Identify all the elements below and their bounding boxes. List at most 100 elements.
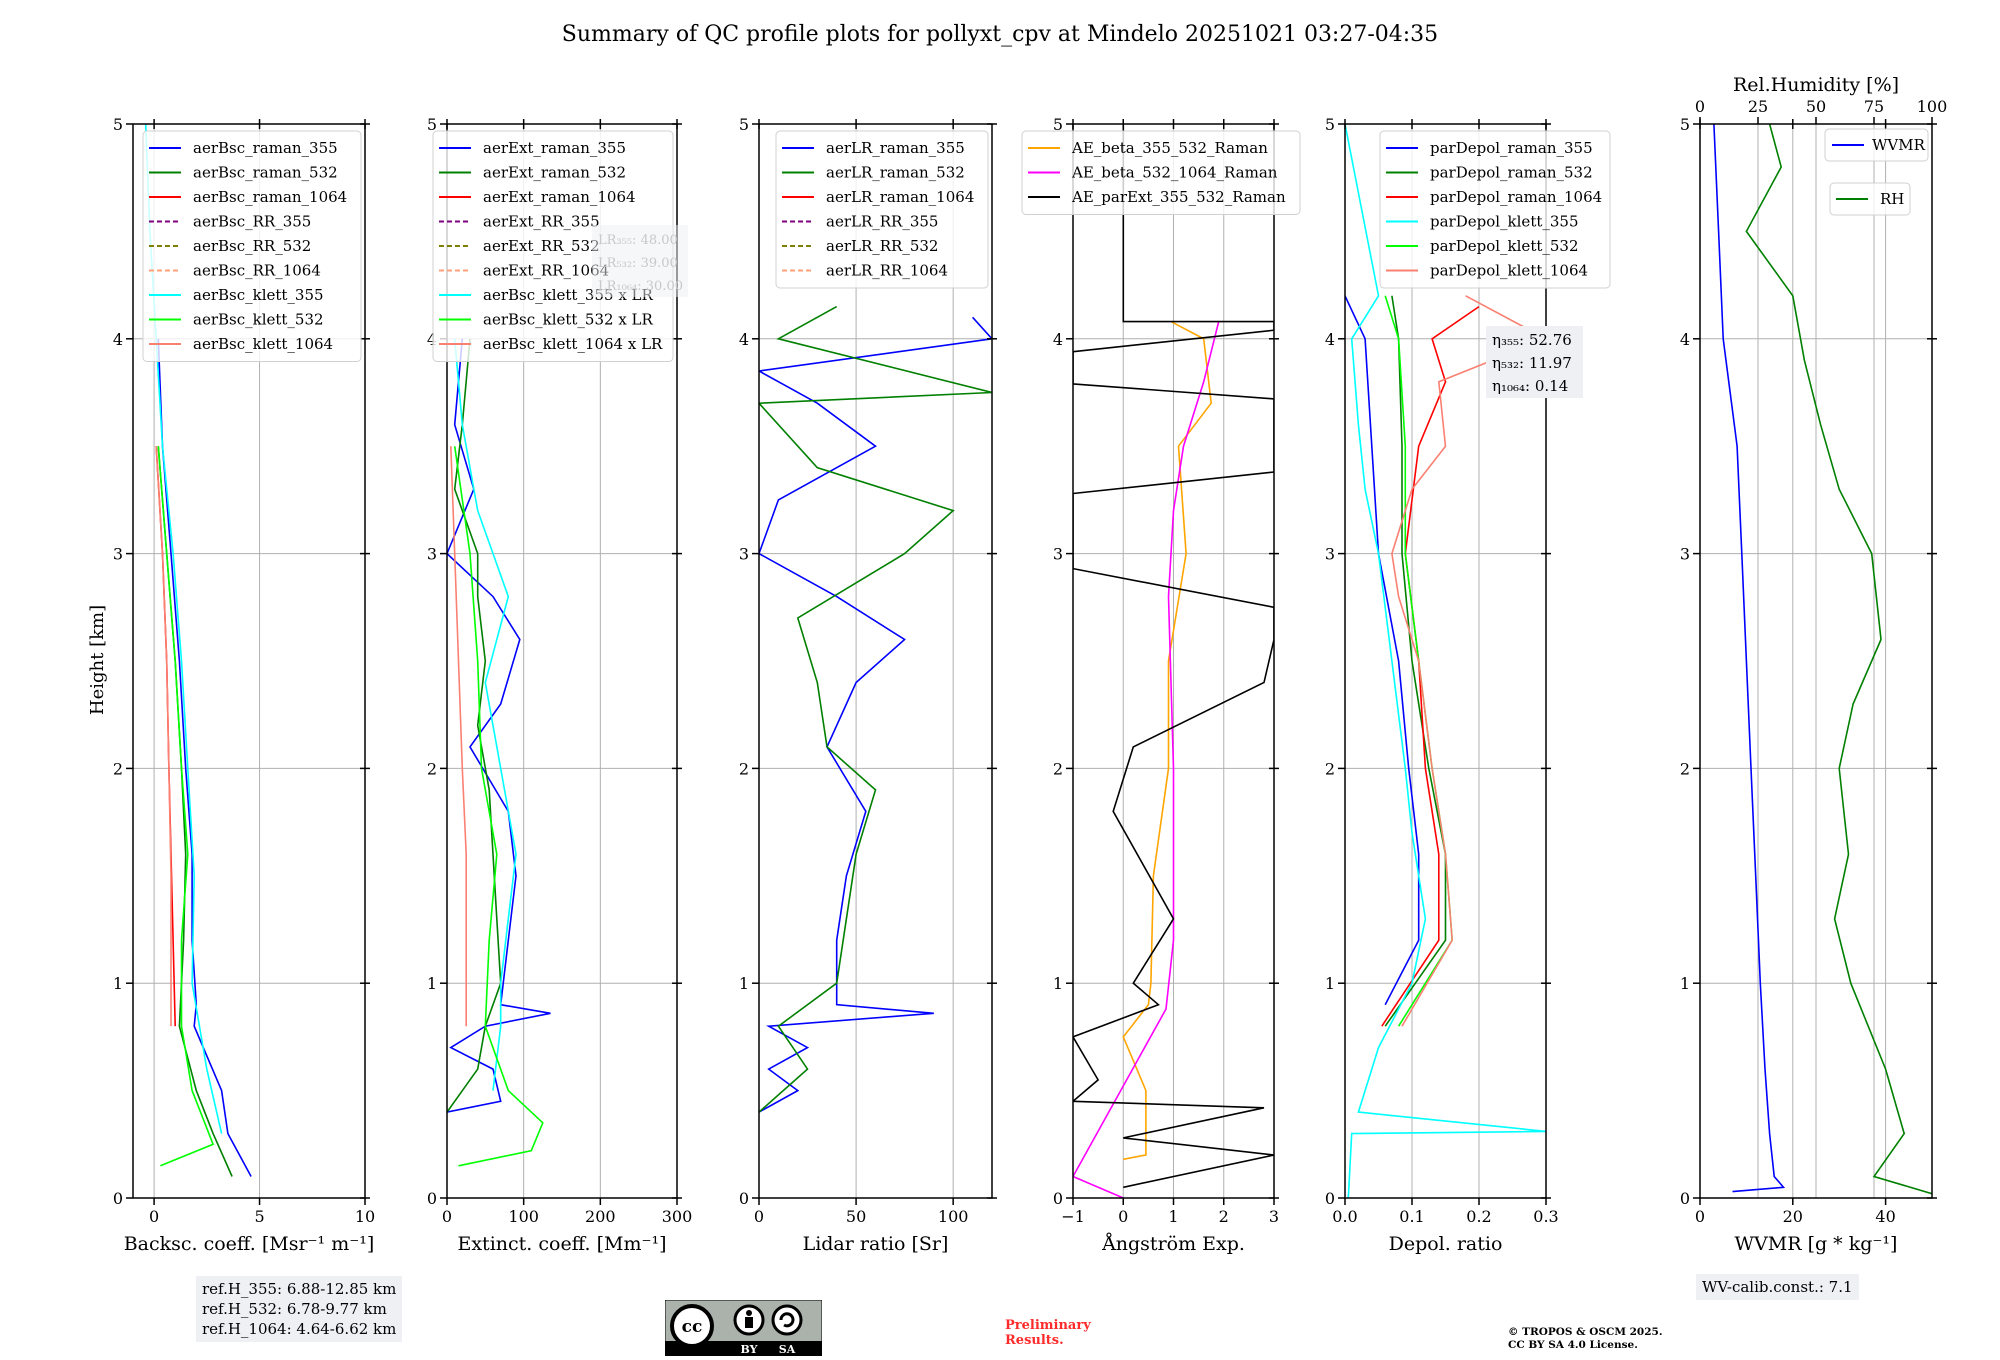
y-tick-label: 4: [1325, 330, 1335, 349]
x-tick-label: 0.3: [1533, 1207, 1558, 1226]
annotation-line: LR₅₃₂: 39.00: [598, 256, 678, 271]
y-tick-label: 1: [1053, 974, 1063, 993]
y-tick-label: 0: [113, 1189, 123, 1208]
annotation-line: η₃₅₅: 52.76: [1492, 331, 1572, 349]
x-axis-label: Depol. ratio: [1389, 1233, 1503, 1255]
x2-tick-label: 75: [1864, 97, 1884, 116]
figure-title: Summary of QC profile plots for pollyxt_…: [561, 22, 1439, 47]
y-tick-label: 5: [1325, 115, 1335, 134]
axes-frame: [1344, 123, 1547, 1199]
series-line-aerbsc-klett-532: [157, 446, 215, 1167]
x-tick-label: 50: [846, 1207, 866, 1226]
legend-label: aerLR_raman_355: [826, 139, 965, 157]
series-group: [1345, 124, 1546, 1198]
y-tick-label: 0: [1325, 1189, 1335, 1208]
x-axis-label: Ångström Exp.: [1101, 1233, 1245, 1255]
sa-icon: [771, 1304, 803, 1336]
x-tick-label: 0: [442, 1207, 452, 1226]
legend-label: aerExt_raman_1064: [483, 188, 636, 206]
annotation-line: LR₃₅₅: 48.00: [598, 233, 678, 248]
y-tick-label: 4: [113, 330, 123, 349]
copyright-line-1: © TROPOS & OSCM 2025.: [1508, 1326, 1663, 1338]
legend-label: aerBsc_raman_532: [193, 164, 338, 182]
y-tick-label: 2: [1053, 759, 1063, 778]
depol-calib-annotation: η₃₅₅: 52.76 η₅₃₂: 11.97 η₁₀₆₄: 0.14: [1486, 326, 1583, 398]
legend: parDepol_raman_355 parDepol_raman_532 parD…: [1379, 130, 1611, 289]
x-tick-label: 100: [938, 1207, 969, 1226]
x2-tick-label: 25: [1748, 97, 1768, 116]
y-tick-label: 2: [739, 759, 749, 778]
legend-box: [1829, 182, 1911, 216]
legend: AE_beta_355_532_Raman AE_beta_532_1064_Ra…: [1021, 130, 1301, 215]
legend-label: AE_beta_532_1064_Raman: [1071, 164, 1278, 182]
legend-box: [1824, 128, 1929, 162]
legend-label: aerExt_RR_1064: [483, 262, 609, 280]
svg-text:cc: cc: [682, 1317, 703, 1337]
preliminary-line-1: Preliminary: [1005, 1318, 1091, 1333]
y-axis-label: Height [km]: [87, 605, 108, 715]
svg-text:BY: BY: [741, 1343, 758, 1356]
y-tick-label: 3: [1680, 545, 1690, 564]
y-tick-label: 0: [427, 1189, 437, 1208]
x-tick-label: 20: [1783, 1207, 1803, 1226]
legend-label: aerBsc_raman_1064: [193, 188, 347, 206]
legend-rh: RH: [1829, 182, 1911, 216]
x-tick-label: 2: [1219, 1207, 1229, 1226]
x-tick-label: 0.2: [1466, 1207, 1491, 1226]
legend-label: AE_parExt_355_532_Raman: [1071, 188, 1286, 206]
legend-box: [1379, 130, 1611, 289]
ref-height-532: ref.H_532: 6.78-9.77 km: [202, 1300, 387, 1318]
y-tick-label: 4: [739, 330, 749, 349]
x-tick-label: 100: [508, 1207, 539, 1226]
x-tick-label: 300: [662, 1207, 693, 1226]
series-line-aerbsc-klett-1064-x-lr: [450, 446, 468, 1027]
legend-label: aerBsc_klett_532: [193, 311, 324, 329]
series-line-aerlr-raman-355: [759, 316, 992, 1113]
legend-label: aerExt_raman_355: [483, 139, 626, 157]
legend-label: parDepol_raman_1064: [1430, 188, 1602, 206]
legend: aerLR_raman_355 aerLR_raman_532 aerLR_rama…: [775, 130, 989, 289]
series-line-ae-beta-355-532-raman: [1122, 320, 1213, 1161]
copyright-note: © TROPOS & OSCM 2025. CC BY SA 4.0 Licen…: [1508, 1326, 1663, 1352]
cc-by-sa-badge[interactable]: cc BY SA: [665, 1300, 822, 1356]
panel-backscatter: 0 5 10 0 1 2 3 4 5 Backsc. coeff. [Msr⁻¹ m⁻¹] aerB…: [113, 115, 375, 1255]
y-tick-label: 4: [1680, 330, 1690, 349]
y-tick-label: 0: [739, 1189, 749, 1208]
panel-extinction: 0 100 200 300 0 1 2 3 4 5 Extinct. coeff. [Mm⁻¹] ae…: [427, 115, 692, 1255]
legend-label: aerLR_RR_532: [826, 237, 938, 255]
x-axis-label: Lidar ratio [Sr]: [803, 1233, 949, 1255]
series-line-pardepol-klett-1064: [1391, 295, 1546, 1027]
series-group: [1713, 124, 1932, 1195]
legend-label: aerBsc_RR_532: [193, 237, 311, 255]
axes-frame: [446, 123, 678, 1199]
series-line-aerext-raman-532: [447, 338, 502, 1113]
legend-label: aerExt_RR_532: [483, 237, 600, 255]
legend-label: AE_beta_355_532_Raman: [1071, 139, 1268, 157]
y-tick-label: 3: [739, 545, 749, 564]
x-tick-label: 200: [585, 1207, 616, 1226]
axes-frame: [132, 123, 366, 1199]
x-tick-label: 5: [254, 1207, 264, 1226]
x-tick-label: −1: [1061, 1207, 1085, 1226]
axes-frame: [758, 123, 993, 1199]
x-tick-label: 0: [754, 1207, 764, 1226]
preliminary-note: Preliminary Results.: [1005, 1318, 1091, 1348]
series-line-pardepol-raman-532: [1384, 295, 1447, 1027]
y-tick-label: 5: [1680, 115, 1690, 134]
x-tick-label: 0: [1118, 1207, 1128, 1226]
series-line-aerbsc-klett-532-x-lr: [453, 446, 544, 1167]
legend-box: [775, 130, 989, 289]
legend: aerBsc_raman_355 aerBsc_raman_532 aerBsc_r…: [142, 130, 362, 362]
y-tick-label: 1: [739, 974, 749, 993]
ref-height-355: ref.H_355: 6.88-12.85 km: [202, 1280, 397, 1298]
y-tick-label: 3: [1325, 545, 1335, 564]
y-tick-label: 5: [427, 115, 437, 134]
ref-height-1064: ref.H_1064: 4.64-6.62 km: [202, 1320, 397, 1338]
x-axis-label: Extinct. coeff. [Mm⁻¹]: [457, 1233, 666, 1255]
y-tick-label: 4: [427, 330, 437, 349]
wv-calib-text: WV-calib.const.: 7.1: [1702, 1278, 1853, 1296]
legend-label: aerBsc_RR_355: [193, 213, 311, 231]
legend-label: aerBsc_raman_355: [193, 139, 338, 157]
